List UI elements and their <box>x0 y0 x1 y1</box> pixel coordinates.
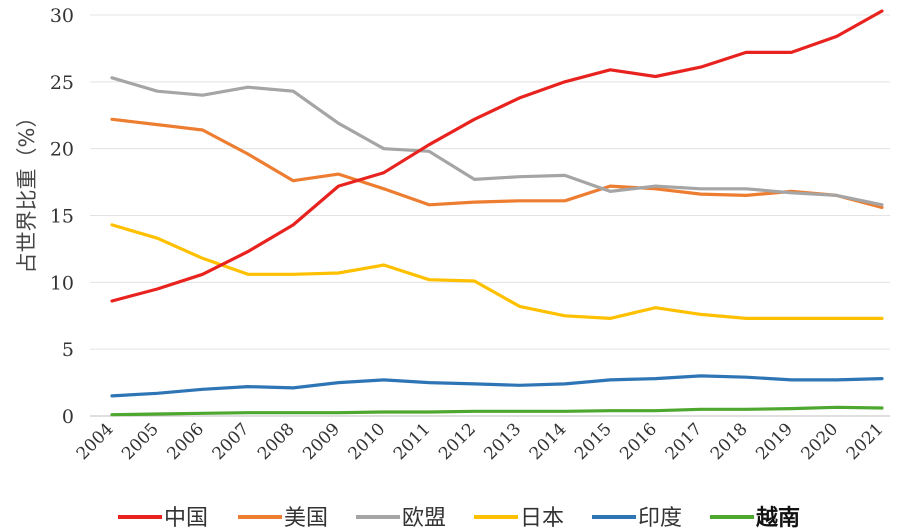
legend-label-3: 日本 <box>520 506 564 530</box>
x-tick-label: 2013 <box>480 419 525 464</box>
series-lines <box>110 9 884 417</box>
y-tick-label: 10 <box>50 272 74 294</box>
legend-label-2: 欧盟 <box>402 506 446 530</box>
series-line-2 <box>110 76 884 207</box>
x-tick-label: 2017 <box>662 419 707 464</box>
series-line-1 <box>110 117 884 210</box>
x-tick-label: 2019 <box>752 419 797 464</box>
gridlines <box>90 14 890 417</box>
x-tick-label: 2010 <box>345 419 390 464</box>
y-tick-label: 30 <box>50 5 74 27</box>
x-tick-label: 2004 <box>73 419 118 464</box>
y-tick-label: 25 <box>50 72 74 94</box>
legend-label-1: 美国 <box>284 506 328 530</box>
x-tick-label: 2020 <box>798 419 843 464</box>
y-axis-ticks: 0 5 10 15 20 25 30 <box>50 5 74 428</box>
x-tick-label: 2006 <box>163 419 208 464</box>
x-tick-label: 2021 <box>843 419 888 464</box>
x-tick-label: 2018 <box>707 419 752 464</box>
legend-label-5: 越南 <box>755 506 800 530</box>
x-tick-label: 2009 <box>299 419 344 464</box>
series-line-5 <box>110 405 884 417</box>
y-tick-label: 5 <box>62 339 74 361</box>
x-tick-label: 2008 <box>254 419 299 464</box>
x-tick-label: 2007 <box>209 419 254 464</box>
series-line-0 <box>110 9 884 303</box>
x-tick-label: 2011 <box>390 419 435 464</box>
legend-label-0: 中国 <box>164 506 208 530</box>
y-axis-label: 占世界比重（%） <box>15 107 39 274</box>
y-tick-label: 20 <box>50 139 74 161</box>
x-tick-label: 2015 <box>571 419 616 464</box>
x-axis-ticks: 2004 2005 2006 2007 2008 2009 2010 2011 2012 2013… <box>73 419 888 464</box>
legend: 中国 美国 欧盟 日本 印度 越南 <box>118 506 800 530</box>
x-tick-label: 2014 <box>526 419 571 464</box>
x-tick-label: 2012 <box>435 419 480 464</box>
series-line-4 <box>110 374 884 398</box>
y-tick-label: 0 <box>62 406 74 428</box>
legend-label-4: 印度 <box>638 506 682 530</box>
y-tick-label: 15 <box>50 206 74 228</box>
x-tick-label: 2016 <box>616 419 661 464</box>
series-line-3 <box>110 223 884 320</box>
x-tick-label: 2005 <box>118 419 163 464</box>
